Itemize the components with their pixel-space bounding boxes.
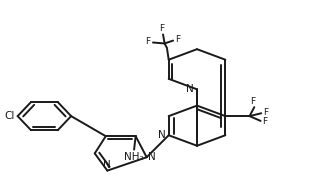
Text: F: F: [159, 24, 164, 33]
Text: F: F: [250, 97, 255, 106]
Text: F: F: [263, 108, 268, 117]
Text: N: N: [148, 152, 156, 162]
Text: F: F: [176, 35, 181, 44]
Text: N: N: [186, 84, 194, 94]
Text: F: F: [262, 117, 267, 126]
Text: Cl: Cl: [4, 111, 15, 121]
Text: NH₂: NH₂: [124, 152, 144, 162]
Text: N: N: [158, 130, 166, 140]
Text: F: F: [145, 37, 150, 46]
Text: N: N: [103, 160, 111, 170]
